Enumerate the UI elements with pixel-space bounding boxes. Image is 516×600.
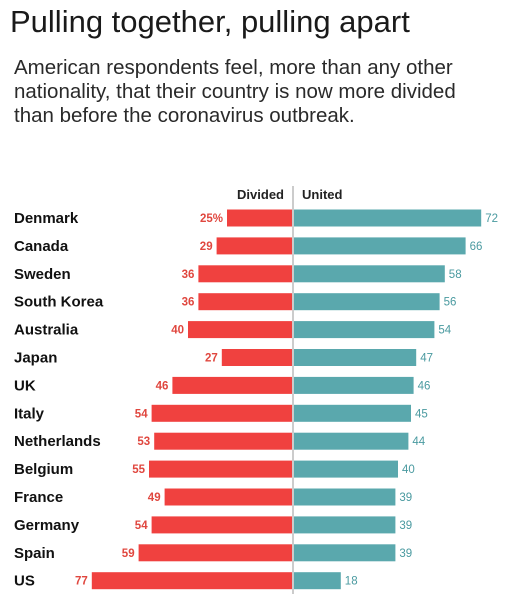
- value-label-united: 40: [402, 464, 415, 476]
- value-label-united: 72: [485, 213, 498, 225]
- bar-divided: [188, 321, 292, 339]
- bar-united: [294, 460, 398, 478]
- bar-divided: [198, 265, 292, 283]
- category-label: Belgium: [14, 461, 73, 478]
- category-label: Sweden: [14, 266, 71, 283]
- category-label: Canada: [14, 238, 69, 255]
- bar-united: [294, 237, 466, 255]
- value-label-divided: 49: [148, 492, 161, 504]
- value-label-divided: 25%: [200, 213, 223, 225]
- value-label-divided: 46: [156, 380, 169, 392]
- bar-divided: [149, 460, 292, 478]
- bar-united: [294, 321, 435, 339]
- value-label-divided: 36: [182, 269, 195, 281]
- bar-divided: [138, 544, 292, 562]
- bar-divided: [151, 516, 292, 534]
- value-label-divided: 54: [135, 408, 148, 420]
- bar-divided: [91, 572, 292, 590]
- bar-divided: [198, 293, 292, 311]
- value-label-united: 54: [438, 325, 451, 337]
- bar-divided: [227, 209, 292, 227]
- value-label-divided: 36: [182, 297, 195, 309]
- legend-united: United: [302, 187, 343, 202]
- diverging-bar-chart: Divided United Denmark 25% 72 Canada 29 66 Swe…: [14, 186, 498, 594]
- value-label-united: 56: [444, 297, 457, 309]
- bar-united: [294, 209, 482, 227]
- bar-united: [294, 293, 440, 311]
- category-label: Japan: [14, 350, 57, 367]
- bar-united: [294, 404, 411, 422]
- value-label-united: 66: [470, 241, 483, 253]
- legend-divided: Divided: [237, 187, 284, 202]
- bar-united: [294, 265, 445, 283]
- value-label-divided: 29: [200, 241, 213, 253]
- category-label: US: [14, 573, 35, 590]
- bar-divided: [164, 488, 292, 506]
- bar-united: [294, 544, 396, 562]
- value-label-divided: 27: [205, 353, 218, 365]
- value-label-united: 47: [420, 353, 433, 365]
- value-label-united: 39: [399, 492, 412, 504]
- bar-divided: [221, 349, 292, 366]
- value-label-united: 39: [399, 520, 412, 532]
- category-label: Spain: [14, 545, 55, 562]
- bar-rows: Denmark 25% 72 Canada 29 66 Sweden 36 58 South Ko…: [14, 209, 498, 590]
- value-label-united: 58: [449, 269, 462, 281]
- bar-divided: [216, 237, 292, 255]
- value-label-united: 44: [412, 436, 425, 448]
- bar-divided: [154, 432, 292, 450]
- value-label-divided: 59: [122, 548, 135, 560]
- chart-subtitle: American respondents feel, more than any…: [14, 56, 456, 127]
- category-label: Denmark: [14, 210, 79, 227]
- value-label-divided: 54: [135, 520, 148, 532]
- value-label-divided: 53: [137, 436, 150, 448]
- value-label-united: 18: [345, 576, 358, 588]
- bar-united: [294, 376, 414, 394]
- chart-title: Pulling together, pulling apart: [10, 4, 410, 39]
- bar-united: [294, 516, 396, 534]
- category-label: Germany: [14, 517, 80, 534]
- value-label-united: 45: [415, 408, 428, 420]
- bar-united: [294, 572, 341, 590]
- bar-united: [294, 432, 409, 450]
- category-label: UK: [14, 377, 36, 394]
- category-label: France: [14, 489, 63, 506]
- category-label: South Korea: [14, 294, 104, 311]
- value-label-divided: 40: [171, 325, 184, 337]
- value-label-united: 39: [399, 548, 412, 560]
- bar-divided: [172, 376, 292, 394]
- category-label: Australia: [14, 322, 79, 339]
- bar-united: [294, 488, 396, 506]
- category-label: Netherlands: [14, 433, 101, 450]
- bar-united: [294, 349, 417, 366]
- category-label: Italy: [14, 405, 45, 422]
- value-label-divided: 55: [132, 464, 145, 476]
- value-label-united: 46: [418, 380, 431, 392]
- bar-divided: [151, 404, 292, 422]
- value-label-divided: 77: [75, 576, 88, 588]
